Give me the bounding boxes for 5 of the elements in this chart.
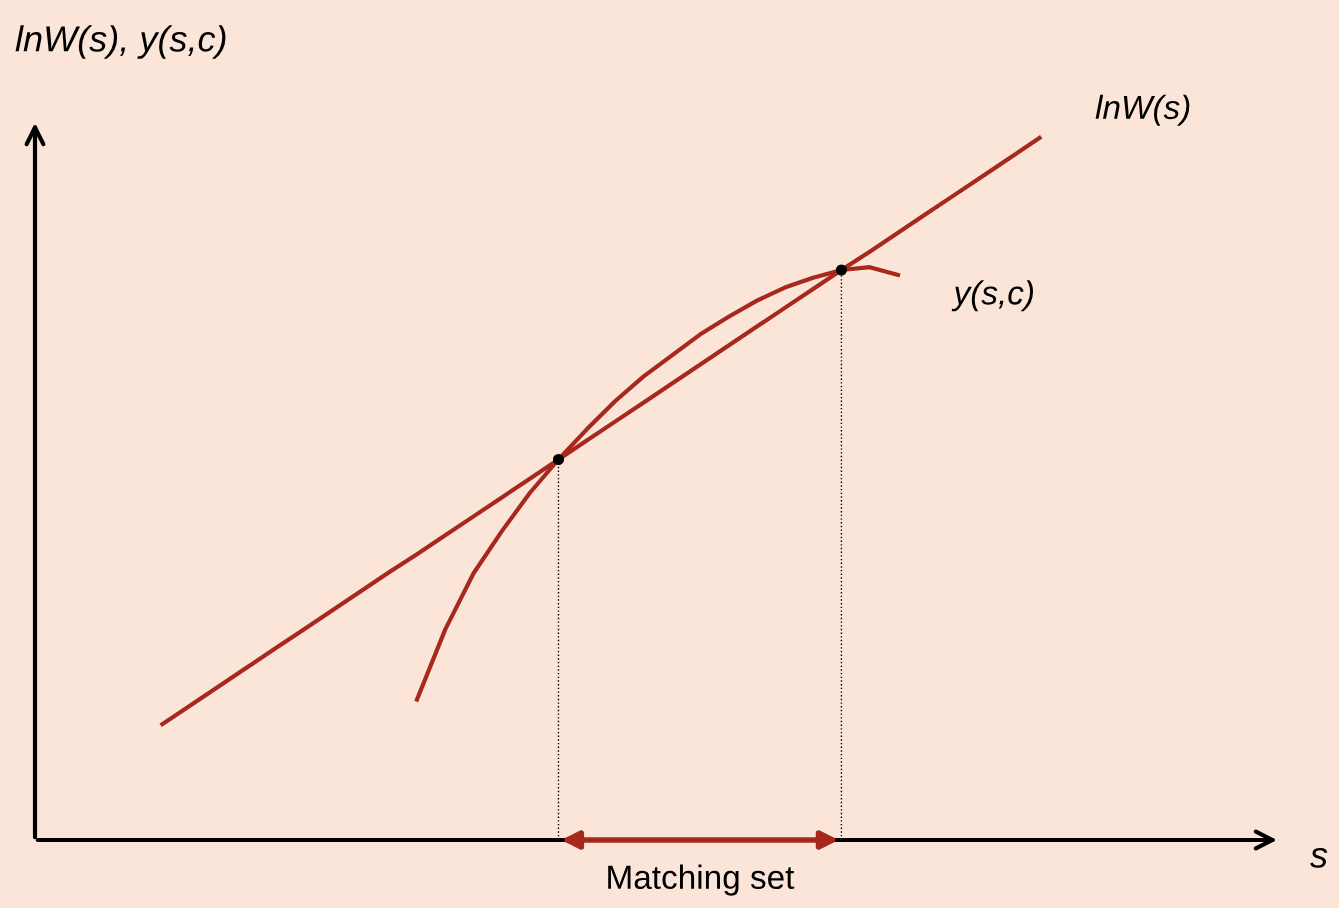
y-axis-title: lnW(s), y(s,c) [15,25,226,59]
text: Matching set [608,864,795,896]
series-label: lnW(s) [1095,94,1190,126]
series-label: y(s,c) [951,280,1034,312]
text: s [1310,847,1328,868]
